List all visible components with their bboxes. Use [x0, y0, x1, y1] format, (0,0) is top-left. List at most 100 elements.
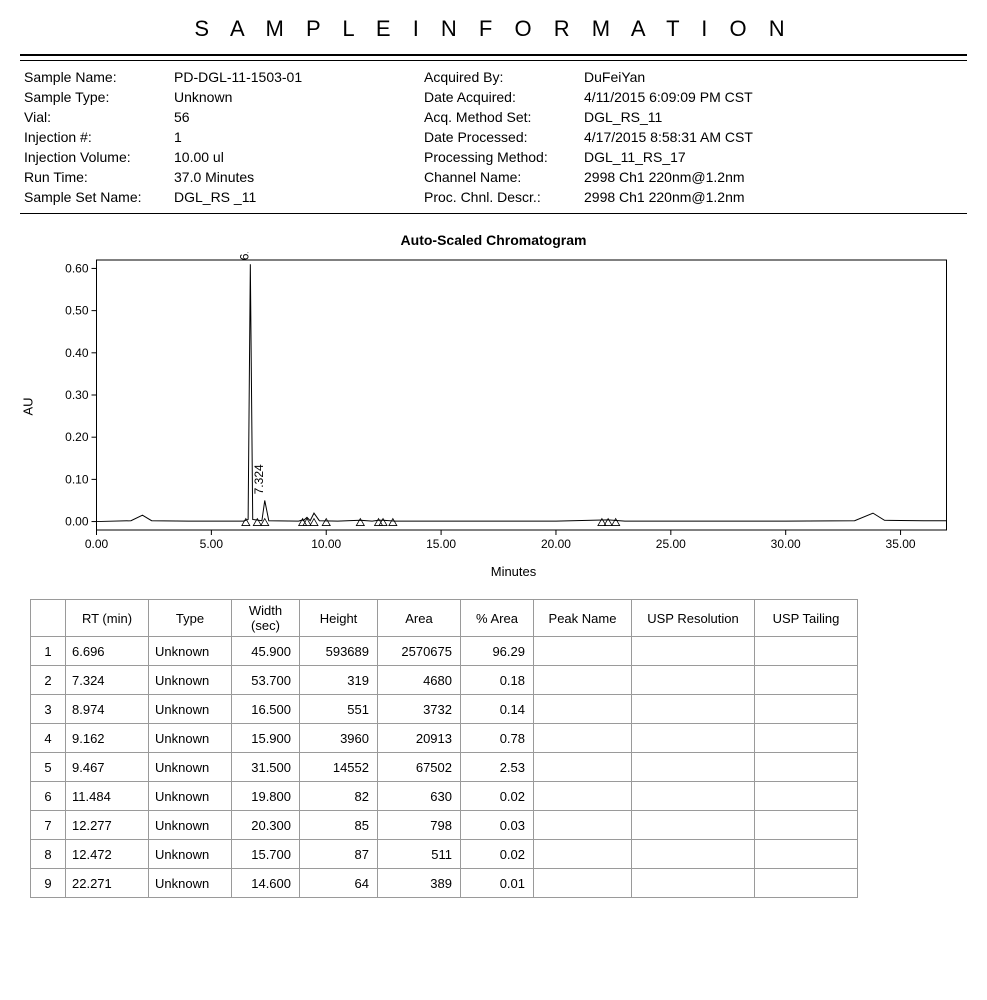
table-cell: 2: [31, 666, 66, 695]
table-cell: 0.01: [461, 869, 534, 898]
table-cell: 319: [300, 666, 378, 695]
table-cell: [632, 637, 755, 666]
table-row: 27.324Unknown53.70031946800.18: [31, 666, 858, 695]
info-field: DGL_RS_11: [584, 107, 963, 127]
table-cell: 630: [378, 782, 461, 811]
table-cell: 511: [378, 840, 461, 869]
svg-text:0.20: 0.20: [65, 430, 89, 444]
table-cell: 8.974: [66, 695, 149, 724]
table-cell: 7: [31, 811, 66, 840]
table-row: 49.162Unknown15.9003960209130.78: [31, 724, 858, 753]
info-right-values: DuFeiYan4/11/2015 6:09:09 PM CSTDGL_RS_1…: [584, 67, 963, 207]
table-cell: 2570675: [378, 637, 461, 666]
table-cell: [632, 869, 755, 898]
svg-text:15.00: 15.00: [426, 537, 456, 551]
table-cell: [755, 869, 858, 898]
table-cell: 0.18: [461, 666, 534, 695]
info-field: 2998 Ch1 220nm@1.2nm: [584, 167, 963, 187]
info-field: DuFeiYan: [584, 67, 963, 87]
table-cell: Unknown: [149, 869, 232, 898]
svg-text:30.00: 30.00: [771, 537, 801, 551]
table-cell: 22.271: [66, 869, 149, 898]
table-cell: [755, 695, 858, 724]
table-row: 922.271Unknown14.600643890.01: [31, 869, 858, 898]
info-field: Date Acquired:: [424, 87, 584, 107]
chromatogram-svg: 0.000.100.200.300.400.500.600.005.0010.0…: [36, 252, 967, 562]
table-header: RT (min): [66, 600, 149, 637]
info-field: Injection Volume:: [24, 147, 174, 167]
table-cell: 3732: [378, 695, 461, 724]
info-field: 4/17/2015 8:58:31 AM CST: [584, 127, 963, 147]
table-header: USP Tailing: [755, 600, 858, 637]
table-cell: 14.600: [232, 869, 300, 898]
page-title: S A M P L E I N F O R M A T I O N: [20, 8, 967, 56]
table-cell: 31.500: [232, 753, 300, 782]
svg-text:0.30: 0.30: [65, 388, 89, 402]
svg-text:20.00: 20.00: [541, 537, 571, 551]
table-header: Height: [300, 600, 378, 637]
table-cell: 0.02: [461, 840, 534, 869]
table-cell: [755, 782, 858, 811]
chromatogram-chart: AU 0.000.100.200.300.400.500.600.005.001…: [20, 252, 967, 562]
svg-text:10.00: 10.00: [311, 537, 341, 551]
table-cell: 20913: [378, 724, 461, 753]
table-cell: 0.78: [461, 724, 534, 753]
table-cell: 53.700: [232, 666, 300, 695]
info-field: Acquired By:: [424, 67, 584, 87]
svg-text:6.696: 6.696: [237, 252, 251, 260]
chart-title: Auto-Scaled Chromatogram: [20, 232, 967, 248]
peak-table: RT (min)TypeWidth(sec)HeightArea% AreaPe…: [30, 599, 858, 898]
table-cell: 96.29: [461, 637, 534, 666]
info-field: 4/11/2015 6:09:09 PM CST: [584, 87, 963, 107]
table-row: 16.696Unknown45.900593689257067596.29: [31, 637, 858, 666]
table-row: 59.467Unknown31.50014552675022.53: [31, 753, 858, 782]
info-field: Sample Name:: [24, 67, 174, 87]
table-cell: 0.02: [461, 782, 534, 811]
table-cell: 593689: [300, 637, 378, 666]
info-left-values: PD-DGL-11-1503-01Unknown56110.00 ul37.0 …: [174, 67, 424, 207]
table-cell: 67502: [378, 753, 461, 782]
table-cell: [534, 840, 632, 869]
info-left-labels: Sample Name:Sample Type:Vial:Injection #…: [24, 67, 174, 207]
table-cell: [632, 753, 755, 782]
table-cell: 3960: [300, 724, 378, 753]
table-cell: [534, 811, 632, 840]
table-header: Area: [378, 600, 461, 637]
info-field: Sample Type:: [24, 87, 174, 107]
info-field: Channel Name:: [424, 167, 584, 187]
table-cell: [534, 695, 632, 724]
table-cell: 2.53: [461, 753, 534, 782]
table-cell: 16.500: [232, 695, 300, 724]
info-right-labels: Acquired By:Date Acquired:Acq. Method Se…: [424, 67, 584, 207]
table-cell: 9: [31, 869, 66, 898]
table-cell: 551: [300, 695, 378, 724]
info-field: Sample Set Name:: [24, 187, 174, 207]
table-cell: 7.324: [66, 666, 149, 695]
table-cell: Unknown: [149, 782, 232, 811]
table-cell: 11.484: [66, 782, 149, 811]
table-cell: 9.467: [66, 753, 149, 782]
svg-text:0.40: 0.40: [65, 346, 89, 360]
table-row: 812.472Unknown15.700875110.02: [31, 840, 858, 869]
table-cell: 64: [300, 869, 378, 898]
table-cell: Unknown: [149, 811, 232, 840]
table-cell: 6.696: [66, 637, 149, 666]
info-field: Acq. Method Set:: [424, 107, 584, 127]
table-cell: 798: [378, 811, 461, 840]
info-field: 1: [174, 127, 424, 147]
table-cell: 6: [31, 782, 66, 811]
sample-info-box: Sample Name:Sample Type:Vial:Injection #…: [20, 60, 967, 214]
table-cell: 8: [31, 840, 66, 869]
info-field: Injection #:: [24, 127, 174, 147]
table-header: USP Resolution: [632, 600, 755, 637]
table-cell: [534, 753, 632, 782]
info-field: Date Processed:: [424, 127, 584, 147]
info-field: Unknown: [174, 87, 424, 107]
table-cell: Unknown: [149, 666, 232, 695]
table-cell: 15.700: [232, 840, 300, 869]
table-cell: Unknown: [149, 840, 232, 869]
svg-text:0.10: 0.10: [65, 472, 89, 486]
table-cell: [632, 666, 755, 695]
table-row: 611.484Unknown19.800826300.02: [31, 782, 858, 811]
table-cell: 12.277: [66, 811, 149, 840]
